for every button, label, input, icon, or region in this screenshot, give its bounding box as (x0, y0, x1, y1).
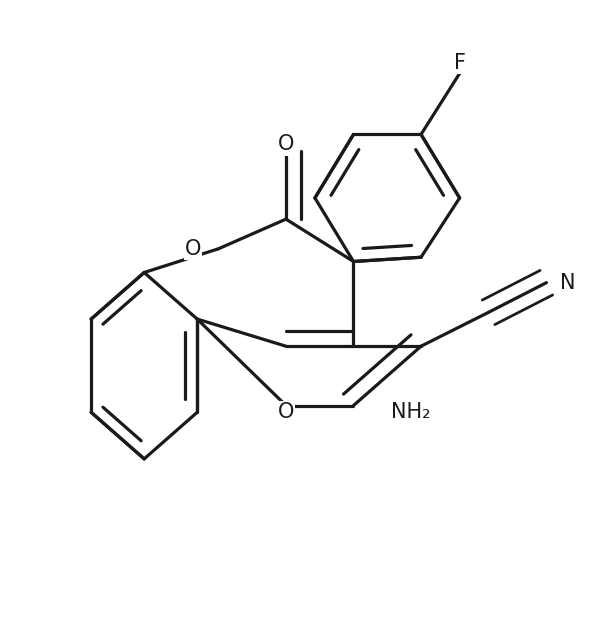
Text: F: F (454, 53, 466, 73)
Text: O: O (278, 134, 294, 154)
Text: O: O (185, 239, 201, 259)
Text: NH₂: NH₂ (391, 403, 431, 422)
Text: O: O (278, 403, 294, 422)
Text: N: N (560, 273, 576, 292)
